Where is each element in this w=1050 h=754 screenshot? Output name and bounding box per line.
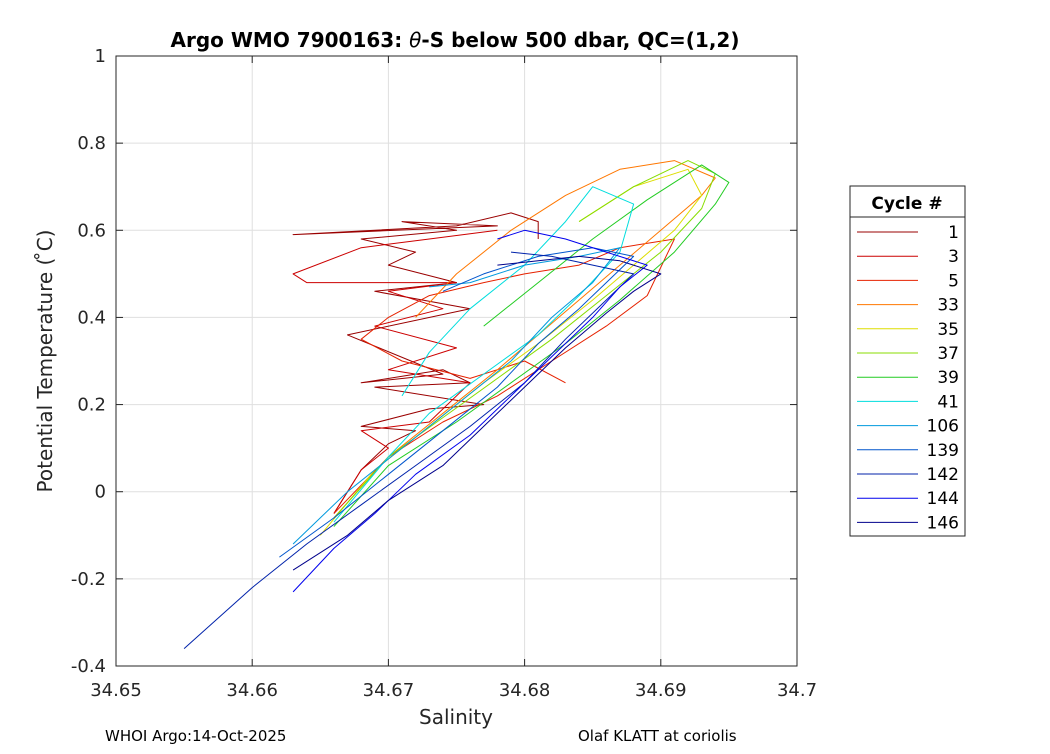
series-line-cycle-146 bbox=[292, 255, 662, 571]
y-tick-label: 0 bbox=[95, 482, 106, 503]
y-tick-label: 0.2 bbox=[77, 395, 106, 416]
legend-label-cycle-41: 41 bbox=[937, 392, 959, 412]
legend-title: Cycle # bbox=[871, 194, 942, 214]
x-tick-label: 34.67 bbox=[363, 680, 415, 701]
x-axis-label: Salinity bbox=[419, 705, 493, 729]
chart-title-theta: θ bbox=[409, 28, 421, 52]
plot-area bbox=[116, 56, 797, 666]
y-axis-label: Potential Temperature ( ̊C) bbox=[33, 230, 57, 493]
x-tick-label: 34.69 bbox=[635, 680, 687, 701]
x-tick-label: 34.7 bbox=[777, 680, 817, 701]
chart-title-suffix: -S below 500 dbar, QC=(1,2) bbox=[421, 28, 739, 52]
y-tick-label: -0.4 bbox=[71, 656, 106, 677]
series-lines bbox=[183, 160, 730, 649]
series-line-cycle-5 bbox=[333, 238, 675, 514]
legend-label-cycle-144: 144 bbox=[927, 489, 959, 509]
legend-label-cycle-146: 146 bbox=[927, 513, 959, 533]
footer-left: WHOI Argo:14-Oct-2025 bbox=[105, 727, 286, 745]
legend-box bbox=[849, 185, 966, 537]
x-tick-label: 34.66 bbox=[226, 680, 278, 701]
series-line-cycle-139 bbox=[279, 247, 635, 558]
series-line-cycle-144 bbox=[292, 229, 648, 593]
series-line-cycle-33 bbox=[333, 160, 716, 519]
series-line-cycle-41 bbox=[333, 186, 635, 523]
series-line-cycle-39 bbox=[333, 164, 730, 527]
footer-right: Olaf KLATT at coriolis bbox=[578, 727, 737, 745]
plot-frame bbox=[115, 55, 798, 667]
chart-title-prefix: Argo WMO 7900163: bbox=[171, 28, 410, 52]
legend-label-cycle-33: 33 bbox=[937, 296, 959, 316]
chart-title: Argo WMO 7900163: θ-S below 500 dbar, QC… bbox=[171, 28, 740, 52]
y-tick-label: 1 bbox=[95, 46, 106, 67]
legend-label-cycle-35: 35 bbox=[937, 320, 959, 340]
legend-label-cycle-106: 106 bbox=[927, 417, 959, 437]
series-line-cycle-106 bbox=[292, 247, 621, 545]
x-tick-label: 34.65 bbox=[90, 680, 142, 701]
legend-label-cycle-142: 142 bbox=[927, 465, 959, 485]
legend-label-cycle-37: 37 bbox=[937, 344, 959, 364]
y-tick-label: 0.4 bbox=[77, 307, 106, 328]
legend-label-cycle-3: 3 bbox=[948, 247, 959, 267]
axis-ticks: 34.65 34.66 34.67 34.68 34.69 34.7 -0.4 -0.2 0 0.… bbox=[71, 46, 817, 701]
legend-label-cycle-39: 39 bbox=[937, 368, 959, 388]
legend-label-cycle-139: 139 bbox=[927, 441, 959, 461]
y-tick-label: -0.2 bbox=[71, 569, 106, 590]
legend-label-cycle-1: 1 bbox=[948, 223, 959, 243]
y-tick-label: 0.8 bbox=[77, 133, 106, 154]
y-tick-label: 0.6 bbox=[77, 220, 106, 241]
series-line-cycle-3 bbox=[292, 229, 498, 514]
x-tick-label: 34.68 bbox=[499, 680, 551, 701]
legend-label-cycle-5: 5 bbox=[948, 271, 959, 291]
